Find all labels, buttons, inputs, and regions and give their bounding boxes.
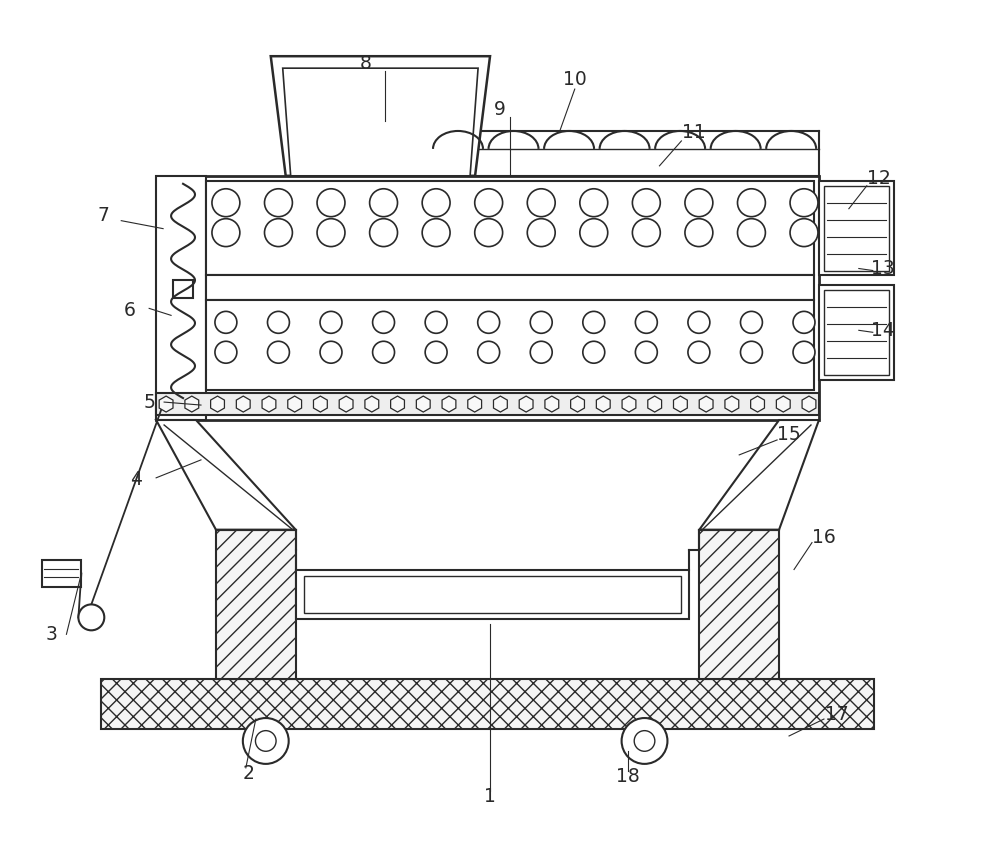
Circle shape	[688, 341, 710, 363]
Circle shape	[793, 341, 815, 363]
Polygon shape	[271, 56, 490, 176]
Circle shape	[425, 312, 447, 334]
Circle shape	[632, 188, 660, 216]
Circle shape	[265, 219, 292, 246]
Circle shape	[78, 604, 104, 630]
Circle shape	[373, 341, 395, 363]
Circle shape	[370, 219, 398, 246]
Text: 4: 4	[130, 470, 142, 489]
Circle shape	[685, 188, 713, 216]
Circle shape	[583, 341, 605, 363]
Polygon shape	[156, 420, 296, 530]
Circle shape	[478, 341, 500, 363]
Bar	[42, 559, 81, 588]
Text: 13: 13	[871, 259, 895, 278]
Circle shape	[740, 341, 762, 363]
Bar	[819, 181, 894, 275]
Text: 9: 9	[494, 99, 506, 119]
Text: 3: 3	[46, 625, 57, 644]
Circle shape	[422, 188, 450, 216]
Circle shape	[478, 312, 500, 334]
Polygon shape	[283, 68, 478, 176]
Circle shape	[243, 718, 289, 764]
Circle shape	[530, 312, 552, 334]
Polygon shape	[699, 420, 819, 530]
Circle shape	[373, 312, 395, 334]
Circle shape	[622, 718, 667, 764]
Circle shape	[267, 341, 289, 363]
Text: 15: 15	[777, 425, 801, 445]
Circle shape	[685, 219, 713, 246]
Text: 17: 17	[825, 705, 849, 723]
Bar	[216, 530, 296, 679]
Bar	[296, 570, 689, 620]
Text: 10: 10	[563, 70, 587, 88]
Text: 8: 8	[360, 53, 371, 73]
Circle shape	[527, 219, 555, 246]
Circle shape	[580, 188, 608, 216]
Circle shape	[215, 312, 237, 334]
Bar	[156, 176, 819, 420]
Text: 6: 6	[123, 301, 135, 320]
Text: 14: 14	[871, 321, 895, 340]
Bar	[206, 301, 814, 390]
Bar	[699, 530, 779, 679]
Circle shape	[425, 341, 447, 363]
Circle shape	[790, 219, 818, 246]
Text: 16: 16	[812, 528, 836, 547]
Circle shape	[688, 312, 710, 334]
Bar	[156, 176, 206, 420]
Circle shape	[317, 188, 345, 216]
Bar	[206, 275, 814, 301]
Circle shape	[267, 312, 289, 334]
Text: 1: 1	[484, 787, 496, 807]
Circle shape	[530, 341, 552, 363]
Circle shape	[580, 219, 608, 246]
Circle shape	[737, 219, 765, 246]
Circle shape	[635, 341, 657, 363]
Circle shape	[320, 341, 342, 363]
Circle shape	[475, 219, 503, 246]
Circle shape	[635, 312, 657, 334]
Bar	[819, 285, 894, 380]
Bar	[304, 576, 681, 613]
Text: 5: 5	[143, 392, 155, 412]
Circle shape	[527, 188, 555, 216]
Circle shape	[740, 312, 762, 334]
Circle shape	[583, 312, 605, 334]
Text: 2: 2	[243, 764, 255, 784]
Circle shape	[320, 312, 342, 334]
Circle shape	[317, 219, 345, 246]
Bar	[824, 290, 889, 375]
Circle shape	[737, 188, 765, 216]
Text: 12: 12	[867, 169, 891, 188]
Text: 7: 7	[97, 206, 109, 225]
Bar	[173, 280, 193, 298]
Bar	[824, 186, 889, 271]
Text: 18: 18	[616, 767, 639, 786]
Circle shape	[632, 219, 660, 246]
Bar	[156, 393, 819, 415]
Circle shape	[212, 188, 240, 216]
Circle shape	[634, 731, 655, 751]
Circle shape	[422, 219, 450, 246]
Circle shape	[370, 188, 398, 216]
Circle shape	[265, 188, 292, 216]
Text: 11: 11	[682, 123, 706, 143]
Circle shape	[215, 341, 237, 363]
Circle shape	[793, 312, 815, 334]
Circle shape	[212, 219, 240, 246]
Circle shape	[255, 731, 276, 751]
Bar	[206, 181, 814, 275]
Circle shape	[790, 188, 818, 216]
Circle shape	[475, 188, 503, 216]
Bar	[101, 679, 874, 729]
